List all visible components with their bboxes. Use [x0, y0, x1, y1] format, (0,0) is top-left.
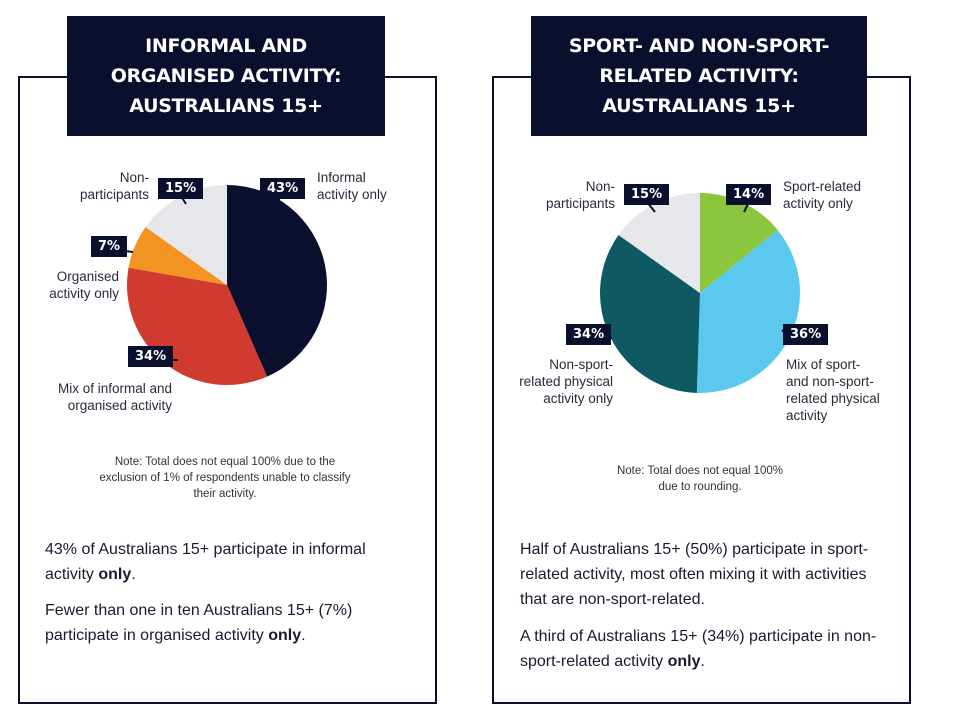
- left-p1-bold: only: [98, 566, 132, 583]
- pie-0-slice-3: [145, 185, 227, 285]
- right-badge-mix: 36%: [783, 324, 829, 345]
- left-paragraph-2: Fewer than one in ten Australians 15+ (7…: [45, 598, 405, 648]
- right-paragraph-2: A third of Australians 15+ (34%) partici…: [520, 624, 890, 674]
- pie-1-slice-1: [696, 229, 800, 393]
- right-paragraph-1: Half of Australians 15+ (50%) participat…: [520, 541, 869, 608]
- pie-1-slice-0: [700, 193, 778, 293]
- left-p2-text: Fewer than one in ten Australians 15+ (7…: [45, 602, 353, 644]
- left-chart-title-text: INFORMAL AND ORGANISED ACTIVITY: AUSTRAL…: [110, 35, 342, 117]
- right-label-nonparticipants: Non- participants: [545, 179, 615, 211]
- left-badge-nonparticipants: 15%: [158, 178, 204, 199]
- left-label-nonparticipants: Non- participants: [79, 170, 149, 202]
- right-label-nonsport: Non-sport- related physical activity onl…: [519, 357, 613, 406]
- pie-1-slice-2: [600, 234, 700, 393]
- right-p2-text: A third of Australians 15+ (34%) partici…: [520, 628, 877, 670]
- right-badge-nonsport: 34%: [566, 324, 612, 345]
- pie-0: [127, 185, 327, 385]
- left-panel: [18, 76, 437, 704]
- left-badge-mix: 34%: [128, 346, 174, 367]
- left-paragraph-1: 43% of Australians 15+ participate in in…: [45, 537, 405, 587]
- right-p2-end: .: [700, 653, 705, 670]
- left-label-organised: Organised activity only: [49, 269, 119, 301]
- right-panel-top-border-left: [492, 76, 532, 78]
- left-panel-top-border-right: [384, 76, 435, 78]
- pie-0-slice-0: [227, 185, 327, 377]
- right-note: Note: Total does not equal 100% due to r…: [616, 465, 784, 493]
- right-p2-bold: only: [667, 653, 701, 670]
- left-label-mix: Mix of informal and organised activity: [57, 381, 172, 413]
- right-badge-nonparticipants: 15%: [624, 184, 670, 205]
- right-label-mix: Mix of sport- and non-sport- related phy…: [786, 357, 880, 423]
- right-panel-top-border-right: [866, 76, 909, 78]
- left-label-informal: Informal activity only: [317, 170, 387, 202]
- pie-0-slice-2: [128, 226, 227, 285]
- right-label-sport: Sport-related activity only: [783, 179, 862, 211]
- pie-1: [600, 193, 800, 393]
- left-panel-top-border-left: [18, 76, 68, 78]
- left-badge-organised: 7%: [91, 236, 128, 257]
- pie-1-slice-3: [618, 193, 700, 293]
- left-p1-text: 43% of Australians 15+ participate in in…: [45, 541, 366, 583]
- right-chart-title: SPORT- AND NON-SPORT- RELATED ACTIVITY: …: [531, 16, 867, 136]
- left-note: Note: Total does not equal 100% due to t…: [99, 456, 351, 500]
- left-p2-bold: only: [268, 627, 302, 644]
- right-badge-sport: 14%: [726, 184, 772, 205]
- right-chart-title-text: SPORT- AND NON-SPORT- RELATED ACTIVITY: …: [568, 35, 830, 117]
- left-p1-end: .: [131, 566, 136, 583]
- left-badge-informal: 43%: [260, 178, 306, 199]
- left-p2-end: .: [301, 627, 306, 644]
- left-chart-title: INFORMAL AND ORGANISED ACTIVITY: AUSTRAL…: [67, 16, 385, 136]
